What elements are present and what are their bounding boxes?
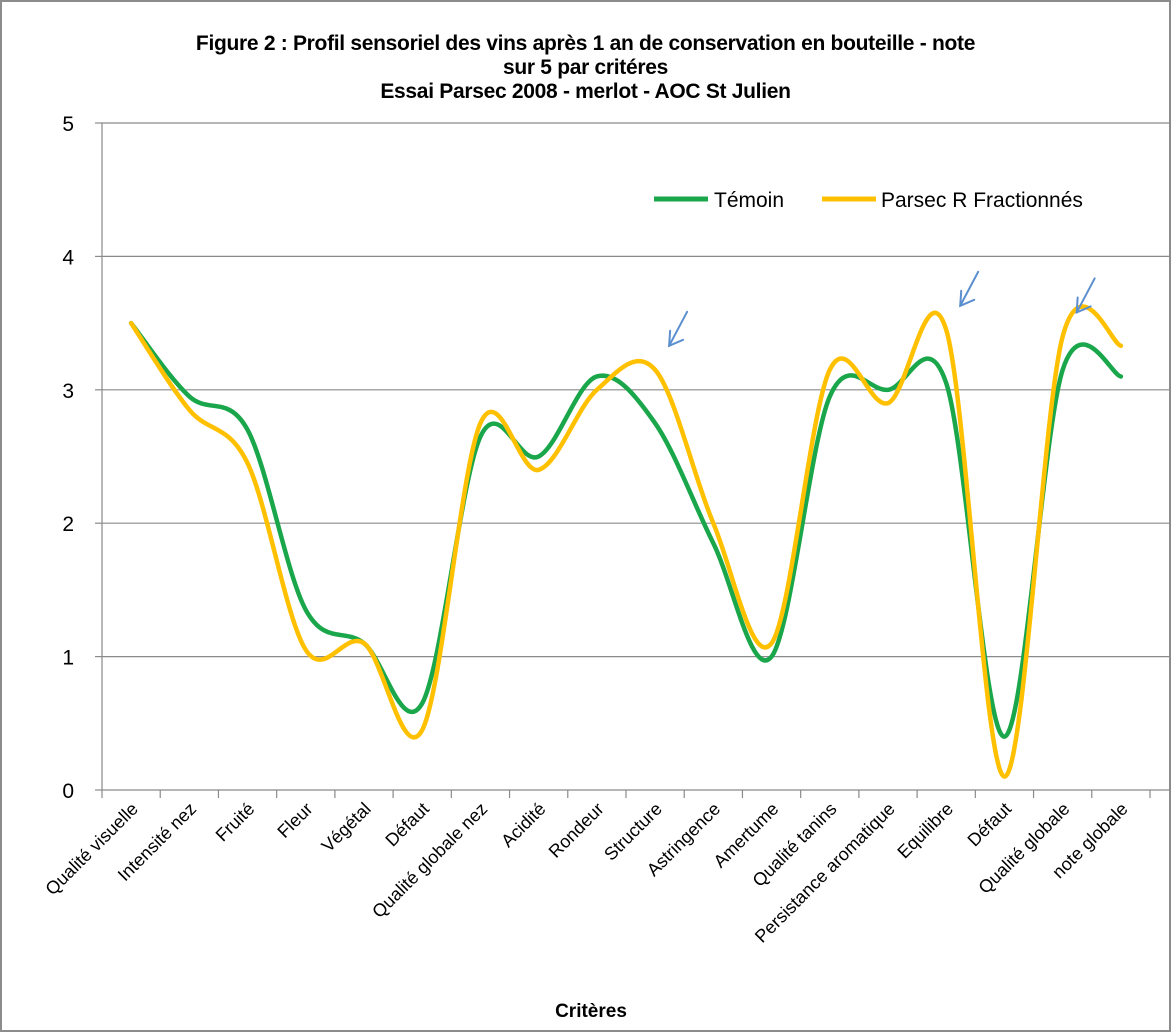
x-tick-label-5: Défaut	[381, 799, 433, 851]
x-tick-label-7: Acidité	[497, 799, 549, 851]
y-axis: 0 1 2 3 4 5	[62, 113, 103, 803]
y-tick-label-0: 0	[62, 780, 74, 803]
series-line-1	[128, 304, 1124, 779]
x-tick-label-6: Qualité globale nez	[368, 799, 491, 922]
legend-label-0: Témoin	[714, 189, 784, 212]
annotation-arrow-2	[1075, 277, 1096, 315]
y-tick-label-5: 5	[62, 113, 74, 136]
annotation-arrows	[668, 270, 1096, 348]
series-line-0	[128, 320, 1124, 739]
chart-title-line-2: sur 5 par critéres	[502, 56, 669, 79]
chart-title: Figure 2 : Profil sensoriel des vins apr…	[0, 32, 1171, 104]
chart-title-line-1: Figure 2 : Profil sensoriel des vins apr…	[195, 32, 976, 55]
annotation-arrow-1	[959, 270, 980, 308]
grid-lines	[102, 122, 1171, 658]
annotation-arrow-0	[668, 310, 689, 348]
x-tick-label-8: Rondeur	[545, 799, 608, 862]
x-tick-label-3: Fleur	[273, 799, 316, 842]
x-tick-label-15: Défaut	[964, 799, 1016, 851]
y-tick-label-4: 4	[62, 246, 74, 269]
x-tick-label-2: Fruité	[212, 799, 259, 846]
series-lines	[128, 304, 1124, 779]
x-tick-label-4: Végétal	[318, 799, 375, 856]
legend: Témoin Parsec R Fractionnés	[654, 189, 1083, 212]
y-tick-label-3: 3	[62, 380, 74, 403]
y-tick-label-2: 2	[62, 513, 74, 536]
legend-label-1: Parsec R Fractionnés	[881, 189, 1083, 212]
x-axis-title: Critères	[555, 1001, 627, 1022]
y-tick-label-1: 1	[62, 647, 74, 670]
x-tick-label-14: Equilibre	[893, 799, 957, 863]
chart-title-line-3: Essai Parsec 2008 - merlot - AOC St Juli…	[380, 80, 791, 103]
